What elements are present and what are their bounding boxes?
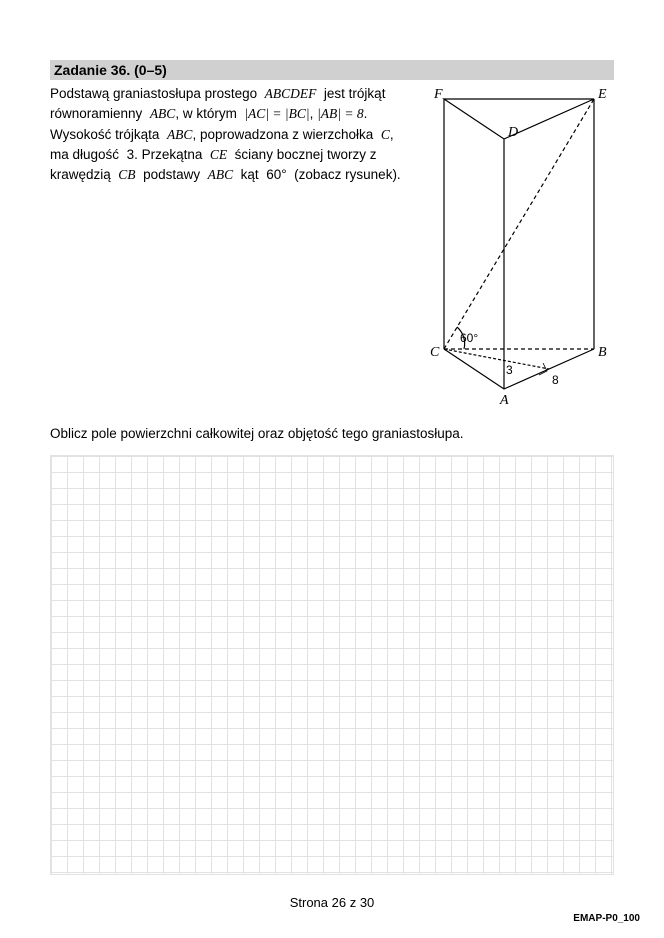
sym-cb: CB (118, 167, 135, 182)
t: , (310, 106, 318, 121)
footer-code: EMAP-P0_100 (573, 913, 640, 924)
dim-8: 8 (552, 373, 559, 387)
t: (zobacz (290, 167, 341, 182)
problem-row: Podstawą graniastosłupa prostego ABCDEF … (50, 84, 614, 404)
sym-abc3: ABC (208, 167, 234, 182)
t: , w którym (175, 106, 240, 121)
t: kąt (237, 167, 263, 182)
sym-abcdef: ABCDEF (265, 86, 317, 101)
t: jest trójkąt (320, 86, 385, 101)
dim-3: 3 (506, 363, 513, 377)
t: Podstawą graniastosłupa prostego (50, 86, 261, 101)
t: ma długość (50, 147, 123, 162)
problem-text: Podstawą graniastosłupa prostego ABCDEF … (50, 84, 412, 185)
label-E: E (597, 87, 607, 102)
t: . Przekątna (134, 147, 206, 162)
figure: F E D C B A 60° 3 8 (424, 84, 614, 404)
sym-c: C (381, 127, 390, 142)
label-C: C (430, 345, 440, 360)
t: równoramienny (50, 106, 146, 121)
t: , poprowadzona z wierzchołka (192, 127, 377, 142)
instruction: Oblicz pole powierzchni całkowitej oraz … (50, 426, 614, 441)
label-B: B (598, 345, 607, 360)
t: rysunek). (345, 167, 401, 182)
t: Wysokość trójkąta (50, 127, 163, 142)
prism-svg: F E D C B A 60° 3 8 (424, 84, 614, 404)
t: . (364, 106, 368, 121)
t: ściany bocznej tworzy (231, 147, 366, 162)
sym-60: 60° (266, 167, 286, 182)
answer-grid[interactable] (50, 455, 614, 875)
sym-abc: ABC (150, 106, 176, 121)
t: podstawy (139, 167, 204, 182)
t: , (390, 127, 394, 142)
page-number: Strona 26 z 30 (0, 895, 664, 910)
sym-abc2: ABC (167, 127, 193, 142)
label-A: A (499, 393, 509, 404)
sym-ce: CE (210, 147, 227, 162)
label-F: F (433, 87, 443, 102)
sym-aceq: |AC| = |BC| (244, 106, 309, 121)
sym-ab8: |AB| = 8 (317, 106, 364, 121)
sym-3: 3 (127, 147, 135, 162)
angle-60: 60° (460, 331, 478, 345)
task-header: Zadanie 36. (0–5) (50, 60, 614, 80)
label-D: D (507, 125, 518, 140)
